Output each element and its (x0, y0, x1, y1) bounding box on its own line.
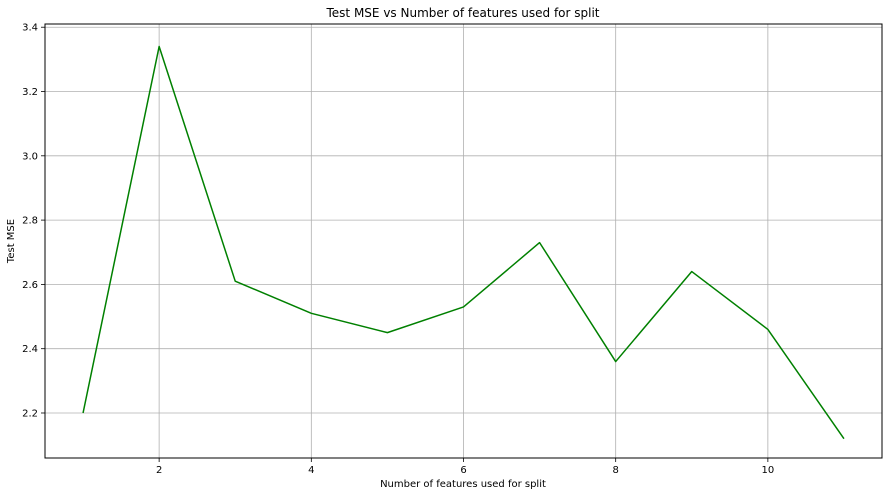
y-tick-label: 3.0 (22, 151, 38, 162)
x-tick-label: 4 (308, 465, 314, 476)
y-tick-label: 3.2 (22, 87, 38, 98)
y-tick-label: 2.6 (22, 280, 38, 291)
series-layer (82, 45, 845, 440)
x-tick-label: 6 (460, 465, 466, 476)
y-tick-label: 2.2 (22, 408, 38, 419)
x-tick-label: 8 (612, 465, 618, 476)
chart-title: Test MSE vs Number of features used for … (326, 6, 600, 20)
y-tick-label: 3.4 (22, 23, 38, 34)
grid (45, 24, 882, 458)
y-axis-label: Test MSE (6, 219, 17, 264)
y-tick-label: 2.8 (22, 216, 38, 227)
x-tick-label: 10 (761, 465, 774, 476)
x-axis-label: Number of features used for split (380, 479, 546, 490)
x-tick-label: 2 (156, 465, 162, 476)
y-tick-label: 2.4 (22, 344, 38, 355)
ticks: 2 4 6 8 10 2.2 2.4 2.6 2.8 3.0 3.2 3.4 (22, 23, 774, 476)
